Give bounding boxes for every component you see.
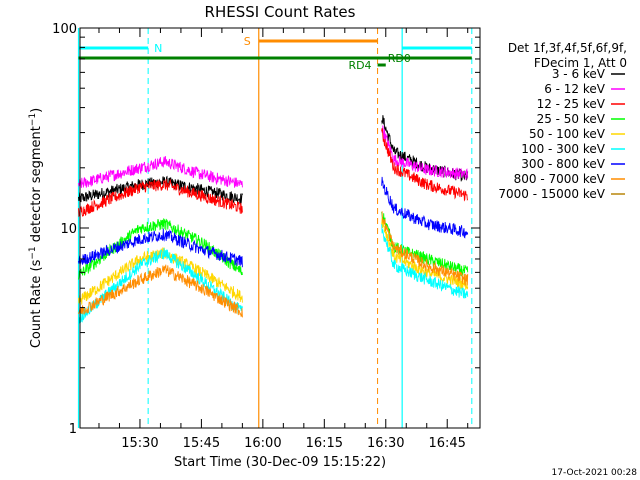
y-axis-title-end: ) bbox=[29, 108, 44, 113]
rd0-label: RD0 bbox=[388, 52, 411, 65]
y-axis: 100 10 1 bbox=[52, 22, 480, 437]
y-tick-label: 100 bbox=[52, 22, 77, 37]
x-tick-label: 16:45 bbox=[428, 436, 465, 451]
legend-header: FDecim 1, Att 0 bbox=[534, 56, 627, 70]
x-tick-label: 15:45 bbox=[183, 436, 220, 451]
footer-timestamp: 17-Oct-2021 00:28 bbox=[552, 468, 638, 478]
series-line bbox=[78, 264, 243, 318]
series-line bbox=[78, 156, 243, 188]
legend-label: 100 - 300 keV bbox=[521, 142, 605, 156]
rd4-label: RD4 bbox=[348, 59, 371, 72]
series-line bbox=[78, 178, 243, 218]
night-label: N bbox=[154, 42, 162, 55]
series-line bbox=[381, 224, 469, 299]
x-tick-label: 15:30 bbox=[121, 436, 158, 451]
y-axis-title-main: Count Rate (s bbox=[29, 259, 44, 348]
y-axis-title-sup2: −1 bbox=[28, 113, 38, 126]
legend-label: 12 - 25 keV bbox=[537, 97, 606, 111]
series-line bbox=[381, 128, 469, 202]
legend-header: Det 1f,3f,4f,5f,6f,9f, bbox=[508, 41, 627, 55]
y-tick-label: 1 bbox=[69, 422, 77, 437]
legend: Det 1f,3f,4f,5f,6f,9f,FDecim 1, Att 03 -… bbox=[498, 41, 627, 201]
legend-label: 800 - 7000 keV bbox=[514, 172, 606, 186]
series-line bbox=[78, 218, 243, 280]
series-line bbox=[381, 211, 469, 286]
series-line bbox=[381, 176, 469, 239]
legend-label: 25 - 50 keV bbox=[537, 112, 606, 126]
y-tick-label: 10 bbox=[60, 222, 77, 237]
legend-label: 300 - 800 keV bbox=[521, 157, 605, 171]
series-line bbox=[78, 175, 243, 206]
x-tick-label: 16:15 bbox=[306, 436, 343, 451]
chart-title: RHESSI Count Rates bbox=[205, 3, 356, 21]
series-line bbox=[78, 228, 243, 268]
legend-label: 7000 - 15000 keV bbox=[498, 187, 605, 201]
series-line bbox=[381, 125, 469, 181]
annotation-layer: N S RD4 RD0 bbox=[77, 28, 473, 428]
y-axis-title-mid: detector segment bbox=[29, 126, 44, 246]
legend-label: 3 - 6 keV bbox=[552, 67, 606, 81]
x-axis: 15:30 15:45 16:00 16:15 16:30 16:45 bbox=[98, 28, 469, 451]
x-tick-label: 16:00 bbox=[244, 436, 281, 451]
saa-label: S bbox=[244, 35, 251, 48]
y-axis-title-sup1: −1 bbox=[28, 246, 38, 259]
series-layer bbox=[78, 115, 469, 324]
legend-label: 6 - 12 keV bbox=[544, 82, 606, 96]
y-axis-title: Count Rate (s−1 detector segment−1) bbox=[28, 108, 44, 348]
legend-label: 50 - 100 keV bbox=[529, 127, 606, 141]
x-tick-label: 16:30 bbox=[367, 436, 404, 451]
x-axis-title: Start Time (30-Dec-09 15:15:22) bbox=[174, 455, 386, 470]
